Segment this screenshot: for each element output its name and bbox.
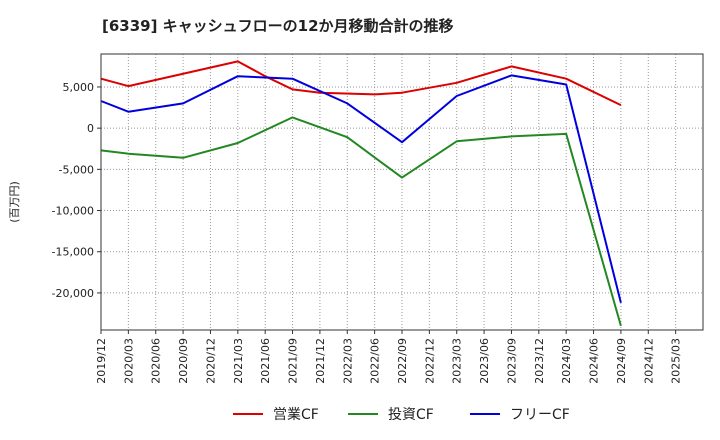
x-tick-label: 2024/03 [560, 338, 573, 384]
x-tick-label: 2024/09 [615, 338, 628, 384]
x-tick-label: 2021/09 [287, 338, 300, 384]
legend-label: 営業CF [273, 407, 319, 423]
y-tick-label: 0 [87, 122, 94, 135]
y-tick-label: -15,000 [52, 246, 94, 259]
chart-title: [6339] キャッシュフローの12か月移動合計の推移 [102, 17, 454, 35]
x-tick-label: 2020/12 [204, 338, 217, 384]
grid [100, 54, 704, 330]
x-tick-label: 2024/12 [642, 338, 655, 384]
series-lines [100, 60, 622, 327]
legend-label: 投資CF [388, 407, 434, 423]
y-tick-label: 5,000 [63, 81, 95, 94]
x-tick-label: 2023/09 [505, 338, 518, 384]
x-tick-label: 2022/12 [423, 338, 436, 384]
y-ticks: 5,000 0 -5,000 -10,000 -15,000 -20,000 [52, 81, 101, 300]
x-tick-label: 2025/03 [670, 338, 683, 384]
x-tick-label: 2023/06 [478, 338, 491, 384]
legend-label: フリーCF [510, 407, 570, 423]
y-tick-label: -10,000 [52, 205, 94, 218]
x-tick-label: 2023/03 [451, 338, 464, 384]
x-tick-label: 2024/06 [588, 338, 601, 384]
y-axis-label: (百万円) [8, 181, 21, 223]
series-line [100, 60, 622, 107]
x-tick-label: 2021/03 [232, 338, 245, 384]
x-tick-label: 2022/06 [369, 338, 382, 384]
y-tick-label: -5,000 [59, 163, 94, 176]
x-tick-label: 2022/03 [341, 338, 354, 384]
x-tick-label: 2021/12 [314, 338, 327, 384]
x-tick-label: 2023/12 [533, 338, 546, 384]
x-tick-label: 2021/06 [259, 338, 272, 384]
x-tick-label: 2020/06 [150, 338, 163, 384]
series-line [100, 74, 622, 304]
x-tick-label: 2019/12 [95, 338, 108, 384]
y-tick-label: -20,000 [52, 287, 94, 300]
x-tick-label: 2020/09 [177, 338, 190, 384]
x-tick-label: 2020/03 [122, 338, 135, 384]
legend: 営業CF 投資CF フリーCF [233, 407, 570, 423]
series-line [100, 116, 622, 327]
x-tick-label: 2022/09 [396, 338, 409, 384]
x-ticks: 2019/12 2020/03 2020/06 2020/09 2020/12 2021/… [95, 330, 683, 384]
